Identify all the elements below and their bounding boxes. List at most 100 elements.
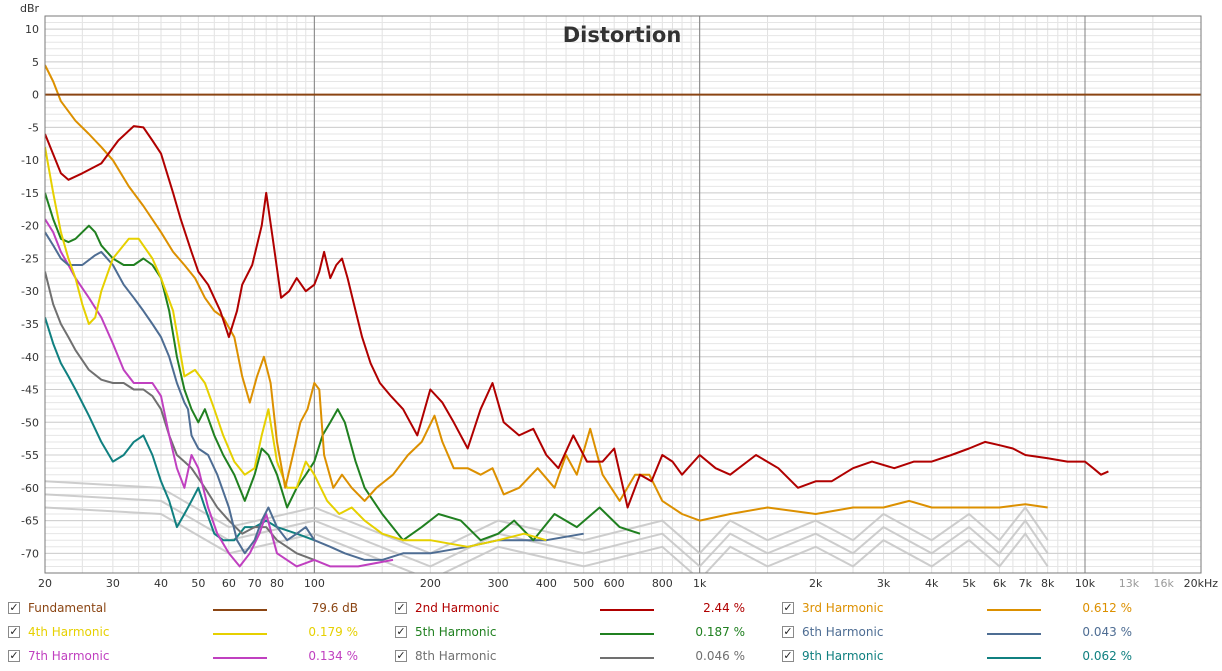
legend-item-9th-harmonic: ✓ 9th Harmonic 0.062 % xyxy=(782,646,1142,668)
plot-background xyxy=(45,16,1201,573)
legend-label: 6th Harmonic xyxy=(802,625,884,639)
legend-item-fundamental: ✓ Fundamental 79.6 dB xyxy=(8,598,368,620)
legend-label: 2nd Harmonic xyxy=(415,601,500,615)
x-tick-label: 16k xyxy=(1153,577,1174,590)
x-tick-label: 8k xyxy=(1041,577,1055,590)
x-tick-label: 600 xyxy=(604,577,625,590)
y-axis-label: dBr xyxy=(20,2,40,15)
noise-floor-line xyxy=(45,480,1049,555)
noise-floor-traces xyxy=(45,480,1049,573)
noise-floor-line xyxy=(45,506,1049,573)
legend: ✓ Fundamental 79.6 dB ✓ 2nd Harmonic 2.44 % ✓ 3… xyxy=(0,596,1222,671)
y-tick-label: -65 xyxy=(21,515,39,528)
legend-checkbox-5th-harmonic[interactable]: ✓ xyxy=(395,625,407,638)
y-tick-label: -35 xyxy=(21,318,39,331)
legend-value: 79.6 dB xyxy=(311,601,358,615)
legend-value: 0.062 % xyxy=(1082,649,1132,663)
y-tick-label: 10 xyxy=(25,23,39,36)
series-line-2nd-harmonic xyxy=(45,125,1109,509)
legend-label: Fundamental xyxy=(28,601,107,615)
noise-floor-line xyxy=(45,493,1049,568)
series-line-9th-harmonic xyxy=(45,317,315,542)
legend-item-3rd-harmonic: ✓ 3rd Harmonic 0.612 % xyxy=(782,598,1142,620)
x-tick-label: 1k xyxy=(693,577,707,590)
x-tick-label: 20kHz xyxy=(1184,577,1219,590)
legend-label: 3rd Harmonic xyxy=(802,601,884,615)
legend-item-7th-harmonic: ✓ 7th Harmonic 0.134 % xyxy=(8,646,368,668)
y-tick-label: -40 xyxy=(21,351,39,364)
x-tick-label: 40 xyxy=(154,577,168,590)
legend-item-4th-harmonic: ✓ 4th Harmonic 0.179 % xyxy=(8,622,368,644)
legend-item-8th-harmonic: ✓ 8th Harmonic 0.046 % xyxy=(395,646,755,668)
legend-swatch xyxy=(600,633,654,635)
chart-title: Distortion xyxy=(563,23,682,47)
x-tick-label: 50 xyxy=(191,577,205,590)
legend-label: 4th Harmonic xyxy=(28,625,110,639)
legend-swatch xyxy=(213,609,267,611)
x-tick-label: 300 xyxy=(488,577,509,590)
y-tick-label: 5 xyxy=(32,56,39,69)
series-line-3rd-harmonic xyxy=(45,64,1048,522)
legend-checkbox-7th-harmonic[interactable]: ✓ xyxy=(8,649,20,662)
x-tick-label: 200 xyxy=(420,577,441,590)
y-tick-labels: 10 5 0 -5 -10 -15 -20 -25 -30 -35 -40 -45 -50 -55 -60 -… xyxy=(21,23,39,560)
legend-checkbox-4th-harmonic[interactable]: ✓ xyxy=(8,625,20,638)
y-tick-label: -30 xyxy=(21,285,39,298)
y-tick-label: -60 xyxy=(21,482,39,495)
legend-item-5th-harmonic: ✓ 5th Harmonic 0.187 % xyxy=(395,622,755,644)
legend-swatch xyxy=(213,633,267,635)
y-tick-label: -15 xyxy=(21,187,39,200)
y-tick-label: -45 xyxy=(21,384,39,397)
x-tick-label: 10k xyxy=(1075,577,1096,590)
x-tick-label: 20 xyxy=(38,577,52,590)
legend-value: 0.187 % xyxy=(695,625,745,639)
y-tick-label: -10 xyxy=(21,154,39,167)
x-tick-label: 6k xyxy=(993,577,1007,590)
legend-label: 9th Harmonic xyxy=(802,649,884,663)
legend-value: 0.046 % xyxy=(695,649,745,663)
legend-checkbox-2nd-harmonic[interactable]: ✓ xyxy=(395,601,407,614)
y-tick-label: -55 xyxy=(21,449,39,462)
legend-swatch xyxy=(213,657,267,659)
x-tick-label: 800 xyxy=(652,577,673,590)
y-tick-label: -20 xyxy=(21,220,39,233)
legend-checkbox-fundamental[interactable]: ✓ xyxy=(8,601,20,614)
series-line-7th-harmonic xyxy=(45,218,394,568)
x-tick-label: 500 xyxy=(573,577,594,590)
x-tick-labels: 20 30 40 50 60 70 80 100 200 300 400 500 600 800 1k 2k 3… xyxy=(38,577,1218,590)
x-tick-label: 5k xyxy=(962,577,976,590)
y-tick-label: -50 xyxy=(21,416,39,429)
series-line-8th-harmonic xyxy=(45,271,315,561)
legend-label: 7th Harmonic xyxy=(28,649,110,663)
legend-value: 0.134 % xyxy=(308,649,358,663)
legend-swatch xyxy=(987,633,1041,635)
x-tick-label: 70 xyxy=(248,577,262,590)
legend-checkbox-9th-harmonic[interactable]: ✓ xyxy=(782,649,794,662)
x-tick-label: 400 xyxy=(536,577,557,590)
legend-value: 0.043 % xyxy=(1082,625,1132,639)
x-tick-label: 100 xyxy=(304,577,325,590)
legend-checkbox-6th-harmonic[interactable]: ✓ xyxy=(782,625,794,638)
legend-checkbox-3rd-harmonic[interactable]: ✓ xyxy=(782,601,794,614)
major-grid xyxy=(45,16,1201,573)
x-tick-label: 60 xyxy=(222,577,236,590)
y-tick-label: -25 xyxy=(21,252,39,265)
legend-label: 5th Harmonic xyxy=(415,625,497,639)
legend-swatch xyxy=(987,609,1041,611)
x-tick-label: 3k xyxy=(877,577,891,590)
y-tick-label: 0 xyxy=(32,89,39,102)
legend-item-6th-harmonic: ✓ 6th Harmonic 0.043 % xyxy=(782,622,1142,644)
legend-label: 8th Harmonic xyxy=(415,649,497,663)
legend-value: 0.612 % xyxy=(1082,601,1132,615)
series-lines xyxy=(45,64,1201,568)
y-tick-label: -70 xyxy=(21,547,39,560)
x-tick-label: 4k xyxy=(925,577,939,590)
plot-border xyxy=(44,15,1202,574)
legend-swatch xyxy=(600,609,654,611)
x-tick-label: 2k xyxy=(809,577,823,590)
series-line-4th-harmonic xyxy=(45,146,547,548)
x-tick-label: 30 xyxy=(106,577,120,590)
legend-checkbox-8th-harmonic[interactable]: ✓ xyxy=(395,649,407,662)
x-tick-label: 13k xyxy=(1119,577,1140,590)
legend-value: 0.179 % xyxy=(308,625,358,639)
